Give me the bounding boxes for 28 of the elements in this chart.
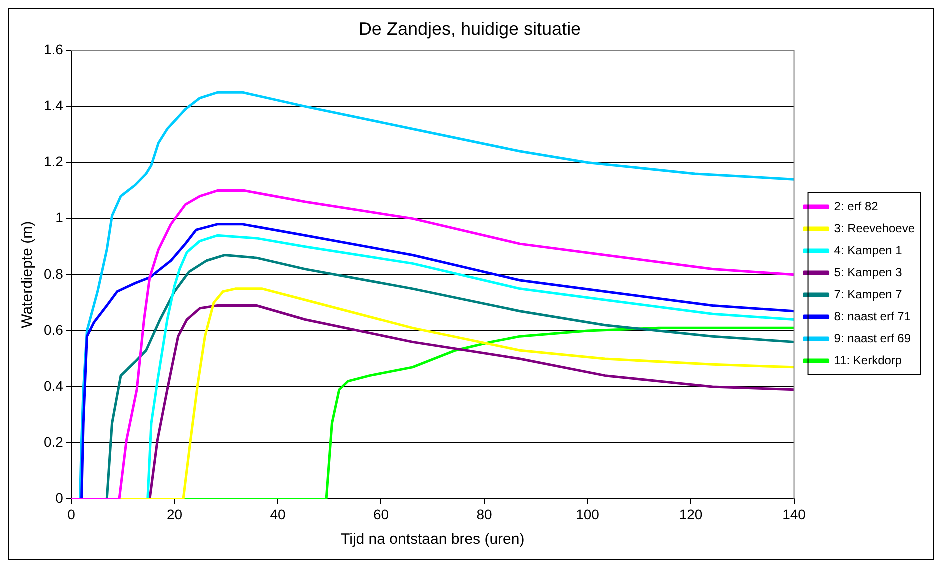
x-tick-label: 80: [476, 506, 492, 522]
y-tick-label: 1: [56, 210, 64, 226]
legend-label: 7: Kampen 7: [834, 287, 903, 302]
legend-label: 3: Reevehoeve: [834, 221, 916, 236]
y-tick-label: 0.2: [44, 434, 64, 450]
x-tick-label: 100: [576, 506, 600, 522]
legend-label: 11: Kerkdorp: [834, 353, 902, 368]
y-tick-label: 0.6: [44, 322, 64, 338]
legend-label: 9: naast erf 69: [834, 331, 912, 346]
x-tick-label: 0: [68, 506, 76, 522]
x-tick-label: 60: [373, 506, 390, 522]
y-tick-label: 1.4: [44, 98, 64, 114]
y-tick-label: 0.4: [44, 378, 64, 394]
x-tick-label: 20: [166, 506, 183, 522]
x-tick-label: 40: [270, 506, 286, 522]
legend-label: 4: Kampen 1: [834, 243, 903, 258]
legend-label: 5: Kampen 3: [834, 265, 903, 280]
legend-label: 2: erf 82: [834, 199, 879, 214]
y-tick-label: 0: [56, 490, 64, 506]
x-axis-title: Tijd na ontstaan bres (uren): [341, 531, 525, 548]
y-tick-label: 1.2: [44, 154, 64, 170]
legend-label: 8: naast erf 71: [834, 309, 912, 324]
x-tick-label: 140: [782, 506, 806, 522]
chart-title: De Zandjes, huidige situatie: [358, 18, 582, 39]
y-tick-label: 1.6: [44, 41, 64, 58]
y-axis-title: Waterdiepte (m): [19, 221, 36, 328]
x-tick-label: 120: [679, 506, 703, 522]
y-tick-label: 0.8: [44, 266, 64, 282]
